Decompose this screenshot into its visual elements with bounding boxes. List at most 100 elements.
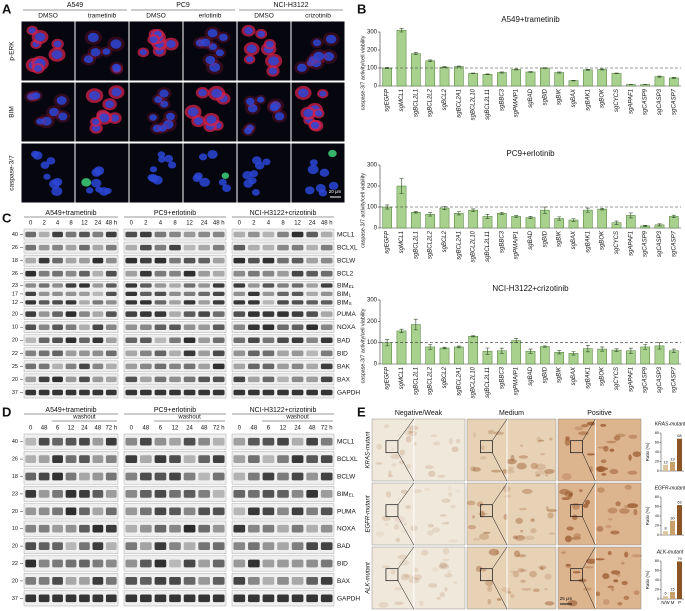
blot-band [320, 291, 333, 297]
cell-nucleus [31, 150, 39, 158]
bar [410, 53, 421, 87]
cell-nucleus [81, 178, 92, 187]
ihc-stain [397, 554, 408, 560]
blot-band [154, 283, 167, 288]
ihc-stain [491, 469, 502, 473]
blot-band [262, 542, 275, 550]
blot-band [198, 490, 210, 498]
ihc-stain [544, 573, 552, 580]
blot-strip [123, 360, 227, 373]
blot-band [52, 542, 63, 550]
cell-nucleus [242, 170, 253, 180]
chart-title: A549+trametinib [501, 15, 560, 24]
blot-band [320, 389, 333, 396]
ihc-stain [428, 583, 438, 588]
cell-nucleus [207, 149, 218, 159]
blot-band [183, 291, 196, 297]
blot-band [262, 490, 275, 498]
ihc-stain [403, 574, 413, 579]
zoom-line [397, 546, 415, 569]
zoom-box [385, 568, 399, 582]
zoom-box [385, 440, 399, 454]
blot-band [105, 594, 117, 603]
blot-band [198, 231, 210, 238]
ihc-stain [610, 530, 620, 535]
zoom-line [397, 452, 415, 482]
blot-band [105, 311, 117, 317]
blot-band [140, 244, 152, 251]
ihc-stain [496, 598, 502, 601]
y-axis-label: Ratio (%) [645, 442, 650, 461]
cell-nucleus [199, 177, 210, 187]
blot-band [169, 324, 181, 330]
blot-band [248, 542, 260, 550]
ihc-stain [520, 444, 524, 447]
blot-band [92, 311, 104, 317]
time-label: 12 [81, 221, 88, 227]
blot-band [248, 311, 260, 317]
time-label: 8 [69, 221, 73, 227]
blot-band [277, 507, 289, 516]
ihc-stain [503, 469, 515, 474]
blot-band [198, 472, 210, 481]
ihc-stain [601, 473, 607, 476]
ihc-stain [439, 562, 448, 569]
bar [677, 561, 682, 599]
y-axis-label: caspase-3/7 activity/cell viability [360, 308, 366, 383]
blot-band [248, 490, 260, 498]
blot-band [65, 455, 77, 463]
category-label: sgCASP3 [657, 366, 663, 393]
y-tick-label: 200 [367, 184, 378, 190]
error-bar [600, 68, 605, 71]
blot-band [25, 437, 37, 446]
blot-band [154, 524, 167, 533]
cell-nucleus [85, 187, 94, 194]
ihc-stain [487, 598, 492, 605]
condition-label: crizotinib [305, 13, 331, 20]
blot-band [125, 311, 138, 317]
blot-band [105, 231, 117, 238]
cell-nucleus [167, 161, 177, 169]
blot-band [79, 542, 90, 550]
ihc-stain [444, 573, 453, 578]
blot-band [105, 376, 117, 383]
blot-band [248, 350, 260, 357]
blot-band [169, 376, 181, 383]
blot-band [79, 337, 90, 344]
blot-band [65, 472, 77, 481]
blot-band [92, 472, 104, 481]
category-label: sgBIK [557, 88, 563, 105]
time-label: 48 [143, 426, 150, 432]
blot-band [183, 577, 196, 585]
ihc-stain [480, 445, 485, 451]
blot-strip [23, 360, 119, 373]
blot-band [52, 559, 63, 568]
blot-band [291, 283, 304, 288]
y-tick-label: 60 [655, 441, 659, 445]
zoom-line [492, 546, 508, 569]
blot-band [320, 490, 333, 498]
blot-band [306, 490, 318, 498]
blot-band [198, 244, 210, 251]
zoom-box [570, 568, 583, 582]
blot-band [154, 472, 167, 481]
blot-band [79, 524, 90, 533]
category-label: sgCASP7 [671, 88, 677, 115]
blot-band [140, 594, 152, 603]
blot-strip [123, 373, 227, 386]
ihc-stain [627, 503, 639, 509]
y-tick-label: 40 [655, 578, 659, 582]
ihc-stain [518, 507, 528, 511]
category-label: sgBOK [600, 230, 606, 250]
cell-nucleus [110, 114, 120, 122]
row-label: EGFR-mutant [366, 495, 372, 532]
category-label: sgCYCS [614, 231, 620, 254]
ihc-stain [583, 566, 594, 569]
blot-band [125, 376, 138, 383]
category-label: sgBCL2L1 [413, 367, 419, 395]
blot-band [306, 350, 318, 357]
ihc-stain [571, 502, 580, 510]
cell-nucleus [28, 27, 36, 34]
ihc-stain [544, 601, 555, 606]
row-label: caspase-3/7 [9, 155, 16, 191]
